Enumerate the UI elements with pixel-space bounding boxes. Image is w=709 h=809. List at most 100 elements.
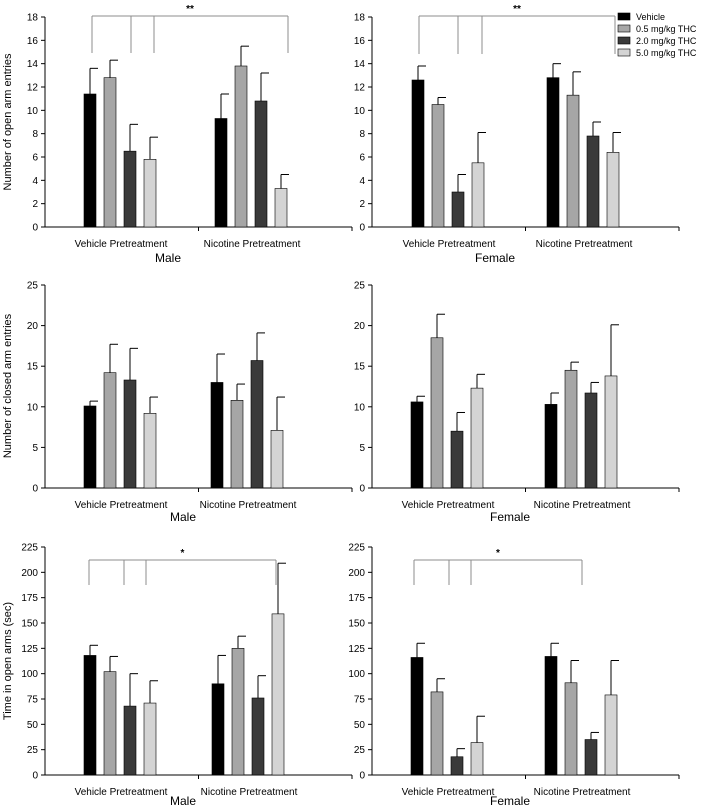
y-tick-label: 10 xyxy=(354,402,366,413)
legend-label-5-0-thc: 5.0 mg/kg THC xyxy=(636,48,697,58)
category-label-nicotine-pretreatment: Nicotine Pretreatment xyxy=(204,239,301,250)
category-label-vehicle-pretreatment: Vehicle Pretreatment xyxy=(75,239,168,250)
category-label-nicotine-pretreatment: Nicotine Pretreatment xyxy=(201,787,298,798)
bar-2-0-mg-kg-thc-nicotine-pretreatment xyxy=(584,392,598,489)
legend-label-vehicle: Vehicle xyxy=(636,12,665,22)
y-tick-label: 25 xyxy=(27,281,39,292)
bar-5-0-mg-kg-thc-nicotine-pretreatment xyxy=(604,375,618,489)
bar-vehicle-nicotine-pretreatment xyxy=(211,683,225,776)
y-tick-label: 8 xyxy=(32,129,38,140)
y-tick-label: 6 xyxy=(359,153,365,164)
y-tick-label: 10 xyxy=(354,106,366,117)
y-tick-label: 50 xyxy=(354,720,366,731)
significance-marker: * xyxy=(181,548,185,559)
y-tick-label: 25 xyxy=(27,745,39,756)
x-axis-label: Female xyxy=(490,510,530,524)
y-axis-label: Number of closed arm entries xyxy=(2,313,14,458)
bar-2-0-mg-kg-thc-nicotine-pretreatment xyxy=(254,100,268,228)
y-tick-label: 50 xyxy=(27,720,39,731)
x-axis-label: Male xyxy=(155,251,181,265)
y-tick-label: 0 xyxy=(359,484,365,495)
panel-female-closed-entries: Female Vehicle Pretreatment Nicotine Pre… xyxy=(354,281,680,524)
panel-female-open-time: Female Vehicle Pretreatment Nicotine Pre… xyxy=(348,543,680,808)
y-tick-label: 0 xyxy=(32,484,38,495)
x-axis-label: Male xyxy=(170,510,196,524)
panel-male-open-time: Time in open arms (sec) Male Vehicle Pre… xyxy=(2,543,353,808)
y-tick-label: 16 xyxy=(27,36,39,47)
y-tick-label: 0 xyxy=(32,771,38,782)
x-axis-label: Female xyxy=(490,794,530,808)
bar-2-0-mg-kg-thc-nicotine-pretreatment xyxy=(584,739,598,776)
x-axis-label: Female xyxy=(475,251,515,265)
bar-vehicle-nicotine-pretreatment xyxy=(546,77,560,228)
bar-vehicle-vehicle-pretreatment xyxy=(83,405,97,489)
bar-vehicle-nicotine-pretreatment xyxy=(214,118,228,228)
legend-swatch-2-0-thc xyxy=(617,36,631,45)
bar-0-5-mg-kg-thc-nicotine-pretreatment xyxy=(231,648,245,776)
category-label-vehicle-pretreatment: Vehicle Pretreatment xyxy=(402,500,495,511)
y-tick-label: 12 xyxy=(354,83,366,94)
y-tick-label: 16 xyxy=(354,36,366,47)
y-tick-label: 225 xyxy=(348,543,365,554)
bar-5-0-mg-kg-thc-vehicle-pretreatment xyxy=(470,387,484,489)
significance-marker: ** xyxy=(186,4,194,15)
y-tick-label: 10 xyxy=(27,106,39,117)
y-tick-label: 5 xyxy=(359,443,365,454)
y-tick-label: 100 xyxy=(348,669,365,680)
bar-0-5-mg-kg-thc-vehicle-pretreatment xyxy=(103,372,117,489)
bar-0-5-mg-kg-thc-nicotine-pretreatment xyxy=(230,400,244,489)
y-tick-label: 2 xyxy=(359,199,365,210)
bar-vehicle-nicotine-pretreatment xyxy=(210,382,224,489)
y-tick-label: 5 xyxy=(32,443,38,454)
bar-vehicle-vehicle-pretreatment xyxy=(410,401,424,489)
y-tick-label: 75 xyxy=(27,695,39,706)
bar-2-0-mg-kg-thc-nicotine-pretreatment xyxy=(251,697,265,776)
bar-vehicle-nicotine-pretreatment xyxy=(544,404,558,489)
bar-2-0-mg-kg-thc-vehicle-pretreatment xyxy=(123,150,137,228)
bar-0-5-mg-kg-thc-nicotine-pretreatment xyxy=(564,682,578,776)
y-tick-label: 100 xyxy=(21,669,38,680)
bar-0-5-mg-kg-thc-vehicle-pretreatment xyxy=(103,77,117,228)
bar-2-0-mg-kg-thc-nicotine-pretreatment xyxy=(586,135,600,228)
panel-male-open-entries: Number of open arm entries Male Vehicle … xyxy=(2,4,353,265)
legend-swatch-0-5-thc xyxy=(617,24,631,33)
y-axis-label: Time in open arms (sec) xyxy=(2,602,14,720)
y-axis-label: Number of open arm entries xyxy=(2,53,14,190)
bar-5-0-mg-kg-thc-vehicle-pretreatment xyxy=(143,412,157,489)
category-label-nicotine-pretreatment: Nicotine Pretreatment xyxy=(534,500,631,511)
bar-5-0-mg-kg-thc-nicotine-pretreatment xyxy=(271,613,285,776)
category-label-vehicle-pretreatment: Vehicle Pretreatment xyxy=(403,239,496,250)
y-tick-label: 6 xyxy=(32,153,38,164)
y-tick-label: 10 xyxy=(27,402,39,413)
y-tick-label: 15 xyxy=(354,362,366,373)
y-tick-label: 200 xyxy=(21,568,38,579)
bar-0-5-mg-kg-thc-nicotine-pretreatment xyxy=(234,65,248,228)
y-tick-label: 0 xyxy=(32,223,38,234)
panel-female-open-entries: Female Vehicle Pretreatment Nicotine Pre… xyxy=(354,4,697,265)
bar-2-0-mg-kg-thc-vehicle-pretreatment xyxy=(451,191,465,228)
y-tick-label: 200 xyxy=(348,568,365,579)
legend-label-0-5-thc: 0.5 mg/kg THC xyxy=(636,24,697,34)
bar-5-0-mg-kg-thc-vehicle-pretreatment xyxy=(143,159,157,228)
y-tick-label: 25 xyxy=(354,281,366,292)
bar-vehicle-nicotine-pretreatment xyxy=(544,656,558,776)
bar-vehicle-vehicle-pretreatment xyxy=(411,79,425,228)
category-label-nicotine-pretreatment: Nicotine Pretreatment xyxy=(536,239,633,250)
bar-2-0-mg-kg-thc-vehicle-pretreatment xyxy=(123,705,137,776)
category-label-vehicle-pretreatment: Vehicle Pretreatment xyxy=(402,787,495,798)
y-tick-label: 25 xyxy=(354,745,366,756)
y-tick-label: 0 xyxy=(359,223,365,234)
category-label-vehicle-pretreatment: Vehicle Pretreatment xyxy=(75,787,168,798)
y-tick-label: 18 xyxy=(27,13,39,24)
legend-swatch-5-0-thc xyxy=(617,48,631,57)
bar-5-0-mg-kg-thc-nicotine-pretreatment xyxy=(270,430,284,489)
panel-male-closed-entries: Number of closed arm entries Male Vehicl… xyxy=(2,281,353,524)
y-tick-label: 75 xyxy=(354,695,366,706)
bar-0-5-mg-kg-thc-vehicle-pretreatment xyxy=(103,671,117,776)
y-tick-label: 14 xyxy=(27,59,39,70)
bar-5-0-mg-kg-thc-nicotine-pretreatment xyxy=(606,152,620,228)
y-tick-label: 20 xyxy=(27,321,39,332)
bar-5-0-mg-kg-thc-vehicle-pretreatment xyxy=(471,162,485,228)
y-tick-label: 18 xyxy=(354,13,366,24)
bar-2-0-mg-kg-thc-vehicle-pretreatment xyxy=(123,379,137,489)
